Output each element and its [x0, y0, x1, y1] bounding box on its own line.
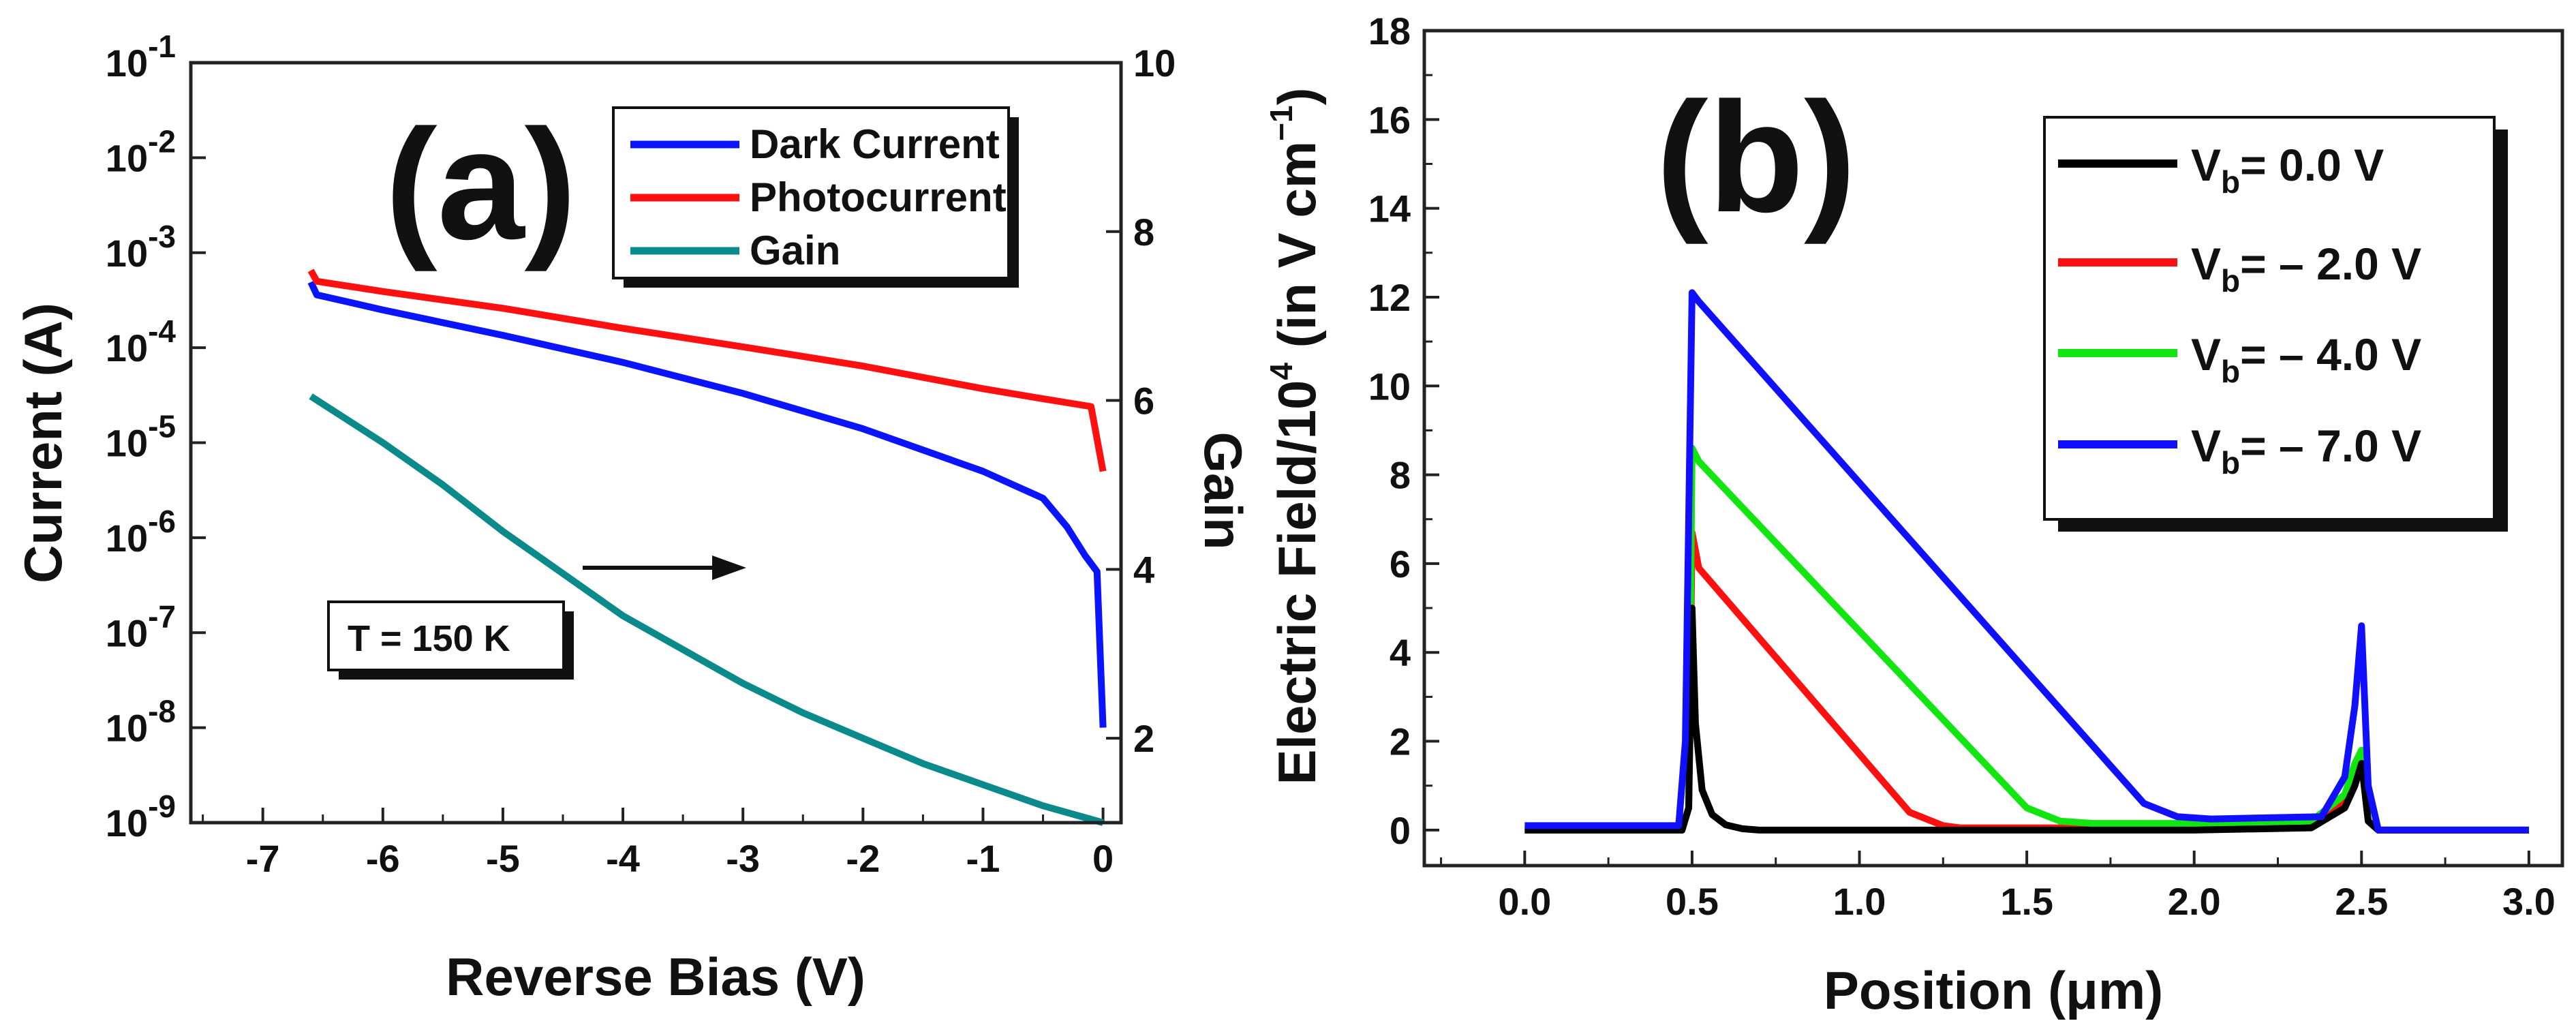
- series-line-vb-2-0-v: [1524, 529, 2529, 834]
- legend-label-gain: Gain: [750, 228, 840, 273]
- panel-a-x-tick-label: -7: [246, 837, 280, 880]
- panel-b-y-tick-label: 0: [1390, 809, 1411, 852]
- panel-a-x-tick-label: -2: [846, 837, 880, 880]
- legend-label-vb-7: Vb= – 7.0 V: [2191, 421, 2421, 481]
- panel-a-x-tick-label: -4: [606, 837, 640, 880]
- panel-b-plot-frame: [1422, 29, 2564, 868]
- panel-a-x-tick-label: -5: [486, 837, 520, 880]
- panel-a-x-tick-label: -3: [726, 837, 760, 880]
- series-line-vb-0-0-v: [1524, 605, 2529, 834]
- panel-b-series: [1524, 289, 2529, 834]
- panel-a-y2-tick-label: 6: [1133, 380, 1154, 423]
- panel-a-y-tick-label: 10-3: [106, 219, 176, 275]
- panel-a-x-tick-label: 0: [1092, 837, 1114, 880]
- panel-b-x-tick-label: 3.0: [2502, 880, 2556, 923]
- panel-a-y-axis-title: Current (A): [13, 303, 73, 583]
- legend-label-vb-0: Vb= 0.0 V: [2191, 140, 2384, 200]
- panel-a-y-tick-label: 10-6: [106, 504, 176, 560]
- panel-a-y-tick-label: 10-7: [106, 598, 176, 654]
- panel-a-series: [307, 269, 1107, 826]
- series-line-dark-current: [307, 280, 1107, 728]
- temperature-box: [327, 600, 565, 671]
- panel-b-x-tick-label: 2.0: [2168, 880, 2221, 923]
- panel-a-y-tick-label: 10-5: [106, 409, 176, 465]
- panel-b-x-tick-label: 0.0: [1498, 880, 1551, 923]
- panel-a-y-tick-label: 10-4: [106, 314, 177, 369]
- series-line-vb-7-0-v: [1524, 289, 2529, 834]
- panel-b-ticks: 0.0 0.5 1.0 1.5 2.0 2.5 3.0 0 2 4 6 8 10 12 14 16 18: [1368, 10, 2556, 923]
- panel-b-y-tick-label: 8: [1390, 454, 1411, 497]
- panel-b-y-tick-label: 12: [1368, 276, 1411, 319]
- panel-b-x-tick-label: 2.5: [2335, 880, 2388, 923]
- panel-a-y2-tick-label: 8: [1133, 211, 1154, 254]
- panel-a-y2-axis-title: Gain: [1193, 431, 1253, 549]
- panel-b-y-axis-title: Electric Field/104 (in V cm−1): [1263, 87, 1327, 784]
- panel-b-x-axis-title: Position (μm): [1824, 960, 2163, 1020]
- panel-a-y2-tick-label: 2: [1133, 717, 1154, 760]
- panel-a-y-tick-label: 10-2: [106, 123, 176, 179]
- panel-a-y2-tick-label: 10: [1133, 42, 1176, 85]
- panel-b-y-tick-label: 2: [1390, 720, 1411, 763]
- legend-label-vb-2: Vb= – 2.0 V: [2191, 239, 2421, 299]
- legend-label-dark-current: Dark Current: [750, 121, 1000, 167]
- panel-a-y-tick-label: 10-9: [106, 789, 176, 844]
- panel-b-chart: 0.0 0.5 1.0 1.5 2.0 2.5 3.0 0 2 4 6 8 10 12 14 16 18 (b)…: [1263, 10, 2564, 1020]
- panel-a-x-tick-label: -1: [966, 837, 1000, 880]
- panel-b-legend: Vb= 0.0 V Vb= – 2.0 V Vb= – 4.0 V Vb= – …: [2043, 116, 2508, 532]
- panel-b-x-tick-label: 0.5: [1666, 880, 1719, 923]
- panel-b-y-tick-label: 14: [1368, 187, 1411, 230]
- panel-b-y-tick-label: 6: [1390, 543, 1411, 585]
- panel-b-label: (b): [1656, 70, 1856, 245]
- legend-label-photocurrent: Photocurrent: [750, 174, 1007, 220]
- panel-a-y2-tick-label: 4: [1133, 548, 1154, 591]
- panel-a-plot-frame: [189, 61, 1123, 825]
- panel-a-x-tick-label: -6: [366, 837, 400, 880]
- panel-b-x-tick-label: 1.0: [1833, 880, 1886, 923]
- panel-b-x-tick-label: 1.5: [2000, 880, 2053, 923]
- panel-a-x-axis-title: Reverse Bias (V): [446, 947, 865, 1007]
- arrow-right-icon: [583, 555, 746, 580]
- panel-b-legend-box: [2043, 116, 2496, 521]
- panel-b-y-tick-label: 10: [1368, 365, 1411, 408]
- panel-b-y-tick-label: 4: [1390, 631, 1411, 674]
- panel-a-y-tick-label: 10-1: [106, 29, 176, 85]
- panel-a-label: (a): [385, 97, 577, 272]
- panel-b-y-tick-label: 18: [1368, 10, 1411, 52]
- panel-a-chart: -7 -6 -5 -4 -3 -2 -1 0 10-9 10-8 10-7 10-6 10-5 10-4 1…: [13, 29, 1253, 1007]
- series-line-photocurrent: [307, 269, 1107, 472]
- series-line-gain: [309, 393, 1104, 826]
- panel-a-ticks: -7 -6 -5 -4 -3 -2 -1 0 10-9 10-8 10-7 10-6 10-5 10-4 1…: [106, 29, 1176, 880]
- panel-b-y-tick-label: 16: [1368, 98, 1411, 141]
- panel-a-y-tick-label: 10-8: [106, 694, 176, 750]
- panel-a-legend: Dark Current Photocurrent Gain: [612, 106, 1019, 288]
- temperature-label: T = 150 K: [348, 618, 510, 659]
- legend-label-vb-4: Vb= – 4.0 V: [2191, 329, 2421, 389]
- temperature-annotation: T = 150 K: [327, 600, 574, 680]
